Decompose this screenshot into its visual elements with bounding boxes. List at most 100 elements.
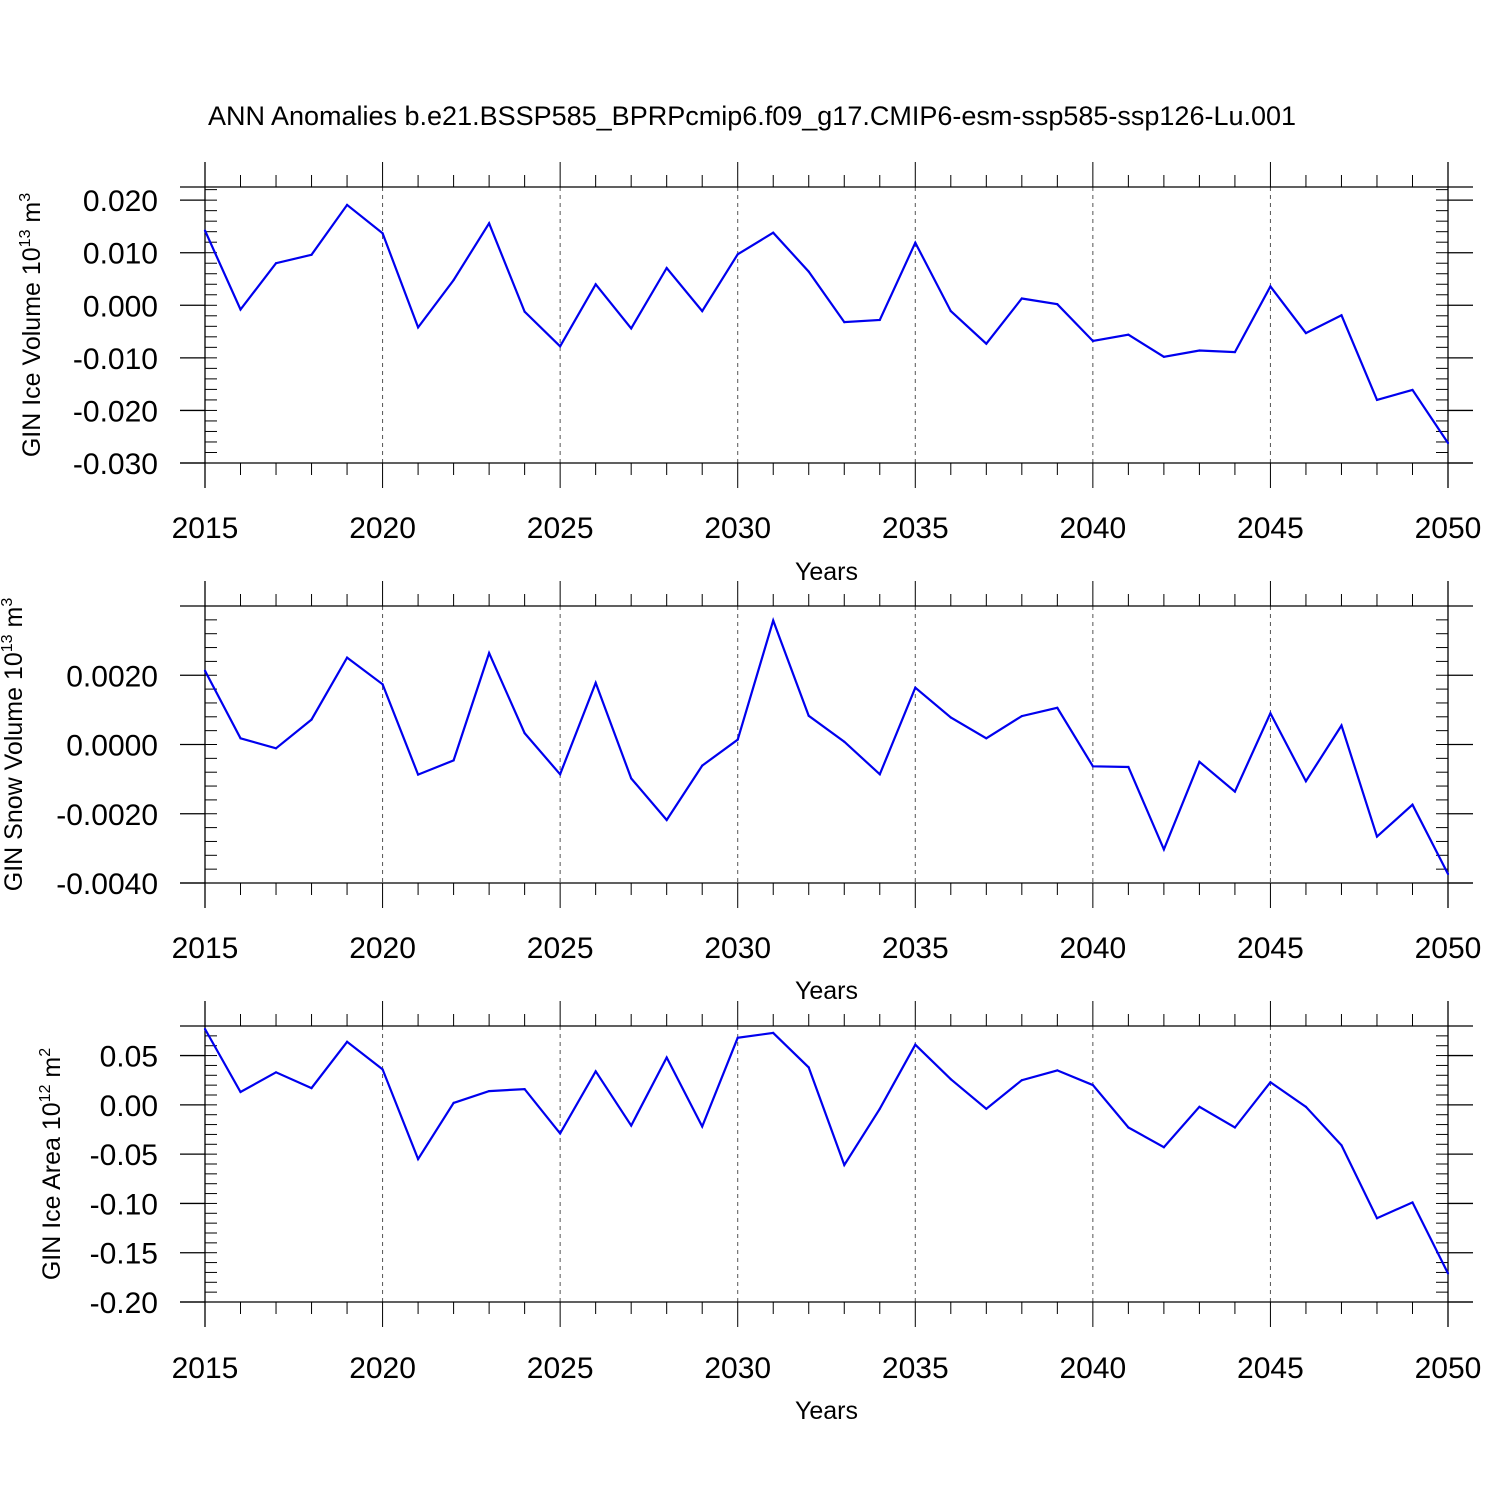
data-point [949,309,952,313]
x-tick-label: 2025 [527,1352,594,1385]
y-tick-label: 0.05 [100,1041,158,1074]
data-point [630,327,633,330]
data-point [1198,349,1201,352]
data-point [772,619,775,622]
data-point [665,1056,668,1059]
x-tick-label: 2030 [704,1352,771,1385]
x-tick-label: 2020 [349,932,416,965]
x-axis-title: Years [795,977,858,1005]
x-tick-label: 2050 [1415,1352,1482,1385]
x-tick-label: 2050 [1415,932,1482,965]
data-point [1020,1079,1023,1082]
data-point [239,1090,242,1094]
data-point [736,1036,739,1039]
y-axis-title: GIN Ice Volume 1013 m3 [17,193,46,457]
data-point [1411,388,1414,392]
x-tick-label: 2030 [704,512,771,545]
series-line [204,617,1449,875]
data-point [1127,765,1130,769]
y-tick-label: 0.0020 [66,660,158,693]
data-point [1375,1217,1379,1220]
data-point [416,1157,420,1161]
data-point [594,681,597,684]
y-axis-title: GIN Snow Volume 1013 m3 [0,598,28,892]
data-point [1375,835,1379,838]
data-point [630,1124,633,1127]
data-point [274,1071,278,1074]
data-point [914,1043,917,1046]
data-point [1340,1144,1343,1147]
data-point [1446,441,1450,445]
data-point [203,229,207,232]
data-point [1162,848,1165,851]
data-point [488,651,491,655]
y-axis-title-unit-exp: 2 [37,1048,54,1057]
data-point [1233,350,1237,354]
data-point [665,818,668,822]
data-point [203,669,207,672]
data-point [310,253,313,256]
data-point [310,1087,313,1090]
data-point [772,1031,775,1034]
x-tick-label: 2020 [349,512,416,545]
y-tick-label: -0.20 [90,1287,158,1320]
x-tick-label: 2020 [349,1352,416,1385]
data-point [1127,1126,1130,1129]
y-axis-title-unit: m [18,202,46,230]
data-point [1304,332,1308,335]
x-tick-label: 2025 [527,512,594,545]
data-point [736,738,739,741]
y-tick-label: 0.000 [83,290,158,323]
data-point [985,342,988,345]
data-point [381,683,384,686]
y-tick-label: 0.020 [83,185,158,218]
data-point [203,1027,207,1031]
y-axis-title-unit-exp: 3 [0,598,16,607]
x-tick-label: 2035 [882,932,949,965]
y-tick-label: -0.10 [90,1188,158,1221]
y-axis-title: GIN Ice Area 1012 m2 [37,1048,66,1280]
data-point [452,1101,455,1104]
data-point [807,1066,810,1069]
data-point [381,232,384,235]
data-point [523,1087,526,1091]
data-point [1056,1069,1059,1072]
data-point [1269,285,1272,288]
y-tick-label: 0.0000 [66,730,158,763]
data-point [452,759,455,762]
data-point [878,773,881,776]
data-point [843,740,846,743]
data-point [274,747,278,750]
data-point [878,1107,881,1110]
y-tick-label: -0.010 [73,343,158,376]
data-point [559,773,562,776]
data-point [878,318,881,322]
y-axis-title-exp: 12 [37,1084,54,1102]
data-point [310,718,313,721]
y-tick-label: 0.00 [100,1090,158,1123]
y-axis-title-unit: m [38,1057,66,1085]
data-point [807,270,810,273]
data-point [239,308,242,311]
data-point [772,231,775,234]
series-line [204,1028,1449,1274]
y-axis-title-base: GIN Snow Volume 10 [0,652,28,891]
data-point [914,686,917,689]
data-point [1233,790,1237,793]
data-point [345,203,349,206]
data-point [1056,303,1059,306]
y-tick-label: -0.05 [90,1139,158,1172]
x-tick-label: 2045 [1237,932,1304,965]
x-tick-label: 2035 [882,1352,949,1385]
data-point [274,262,278,265]
y-axis-title-base: GIN Ice Area 10 [38,1102,66,1280]
data-point [452,278,455,282]
y-tick-label: -0.15 [90,1238,158,1271]
x-tick-label: 2015 [172,512,239,545]
data-point [1411,803,1414,806]
data-point [736,253,739,256]
data-point [523,731,526,735]
y-tick-label: -0.030 [73,448,158,481]
y-axis-title-exp: 13 [17,229,34,247]
